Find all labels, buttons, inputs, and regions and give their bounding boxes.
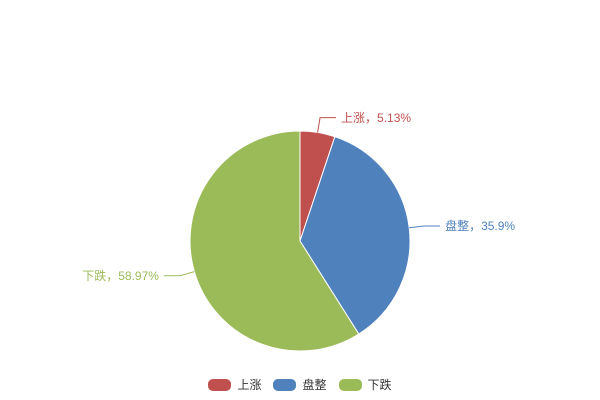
legend: 上涨 盘整 下跌 xyxy=(0,378,600,392)
legend-swatch-up xyxy=(208,379,232,391)
legend-swatch-down xyxy=(338,379,362,391)
legend-item-down[interactable]: 下跌 xyxy=(338,378,392,392)
legend-item-up[interactable]: 上涨 xyxy=(208,378,261,392)
legend-item-flat[interactable]: 盘整 xyxy=(273,378,327,392)
label-line-flat xyxy=(409,225,441,229)
slice-label-up: 上涨，5.13% xyxy=(341,110,411,125)
label-line-up xyxy=(317,117,337,133)
legend-label-up: 上涨 xyxy=(237,378,262,392)
pie-slice-down[interactable] xyxy=(189,130,360,352)
legend-label-flat: 盘整 xyxy=(302,378,327,392)
legend-swatch-flat xyxy=(273,379,297,391)
legend-label-down: 下跌 xyxy=(367,378,392,392)
slice-label-flat: 盘整，35.9% xyxy=(445,218,515,233)
label-line-down xyxy=(163,271,195,277)
slice-label-down: 下跌，58.97% xyxy=(82,268,159,283)
pie-slice-flat[interactable] xyxy=(299,136,411,335)
